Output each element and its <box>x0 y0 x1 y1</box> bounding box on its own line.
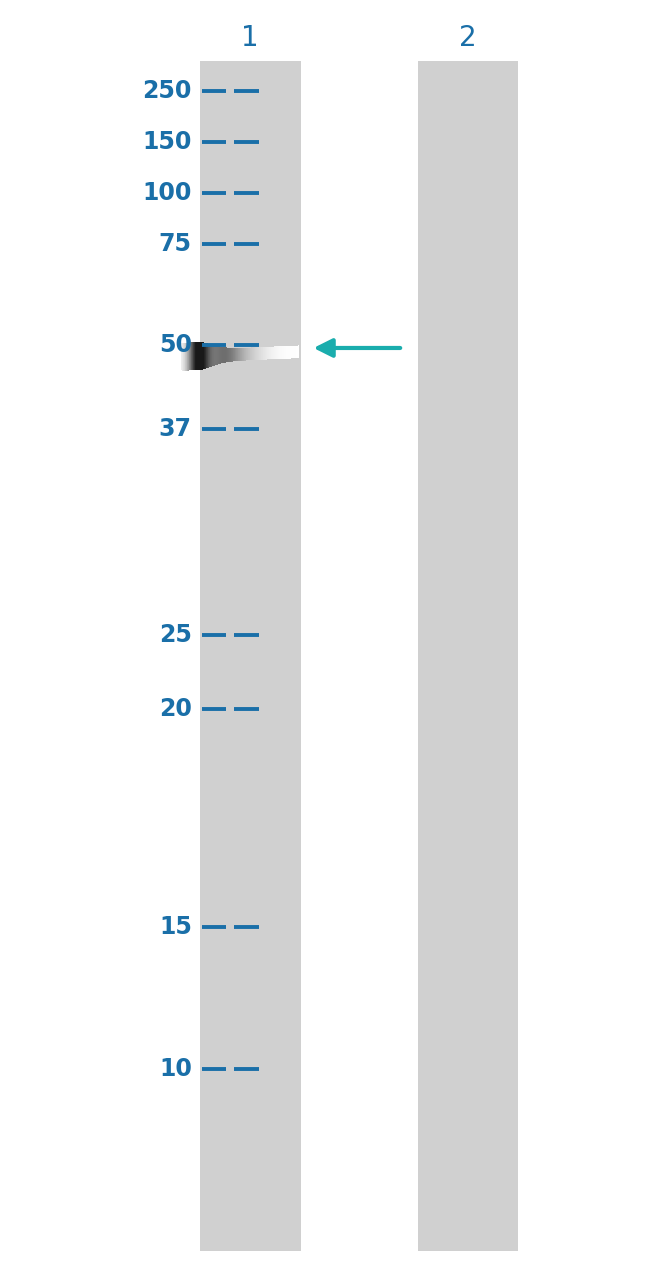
Bar <box>417 61 519 1251</box>
Text: 20: 20 <box>159 697 192 720</box>
Text: 2: 2 <box>459 24 477 52</box>
Text: 150: 150 <box>142 131 192 154</box>
Text: 250: 250 <box>142 80 192 103</box>
Text: 10: 10 <box>159 1058 192 1081</box>
Text: 37: 37 <box>159 418 192 441</box>
Text: 50: 50 <box>159 334 192 357</box>
Text: 100: 100 <box>142 182 192 204</box>
Bar <box>200 61 300 1251</box>
Text: 1: 1 <box>241 24 259 52</box>
Text: 25: 25 <box>159 624 192 646</box>
Text: 75: 75 <box>159 232 192 255</box>
Text: 15: 15 <box>159 916 192 939</box>
